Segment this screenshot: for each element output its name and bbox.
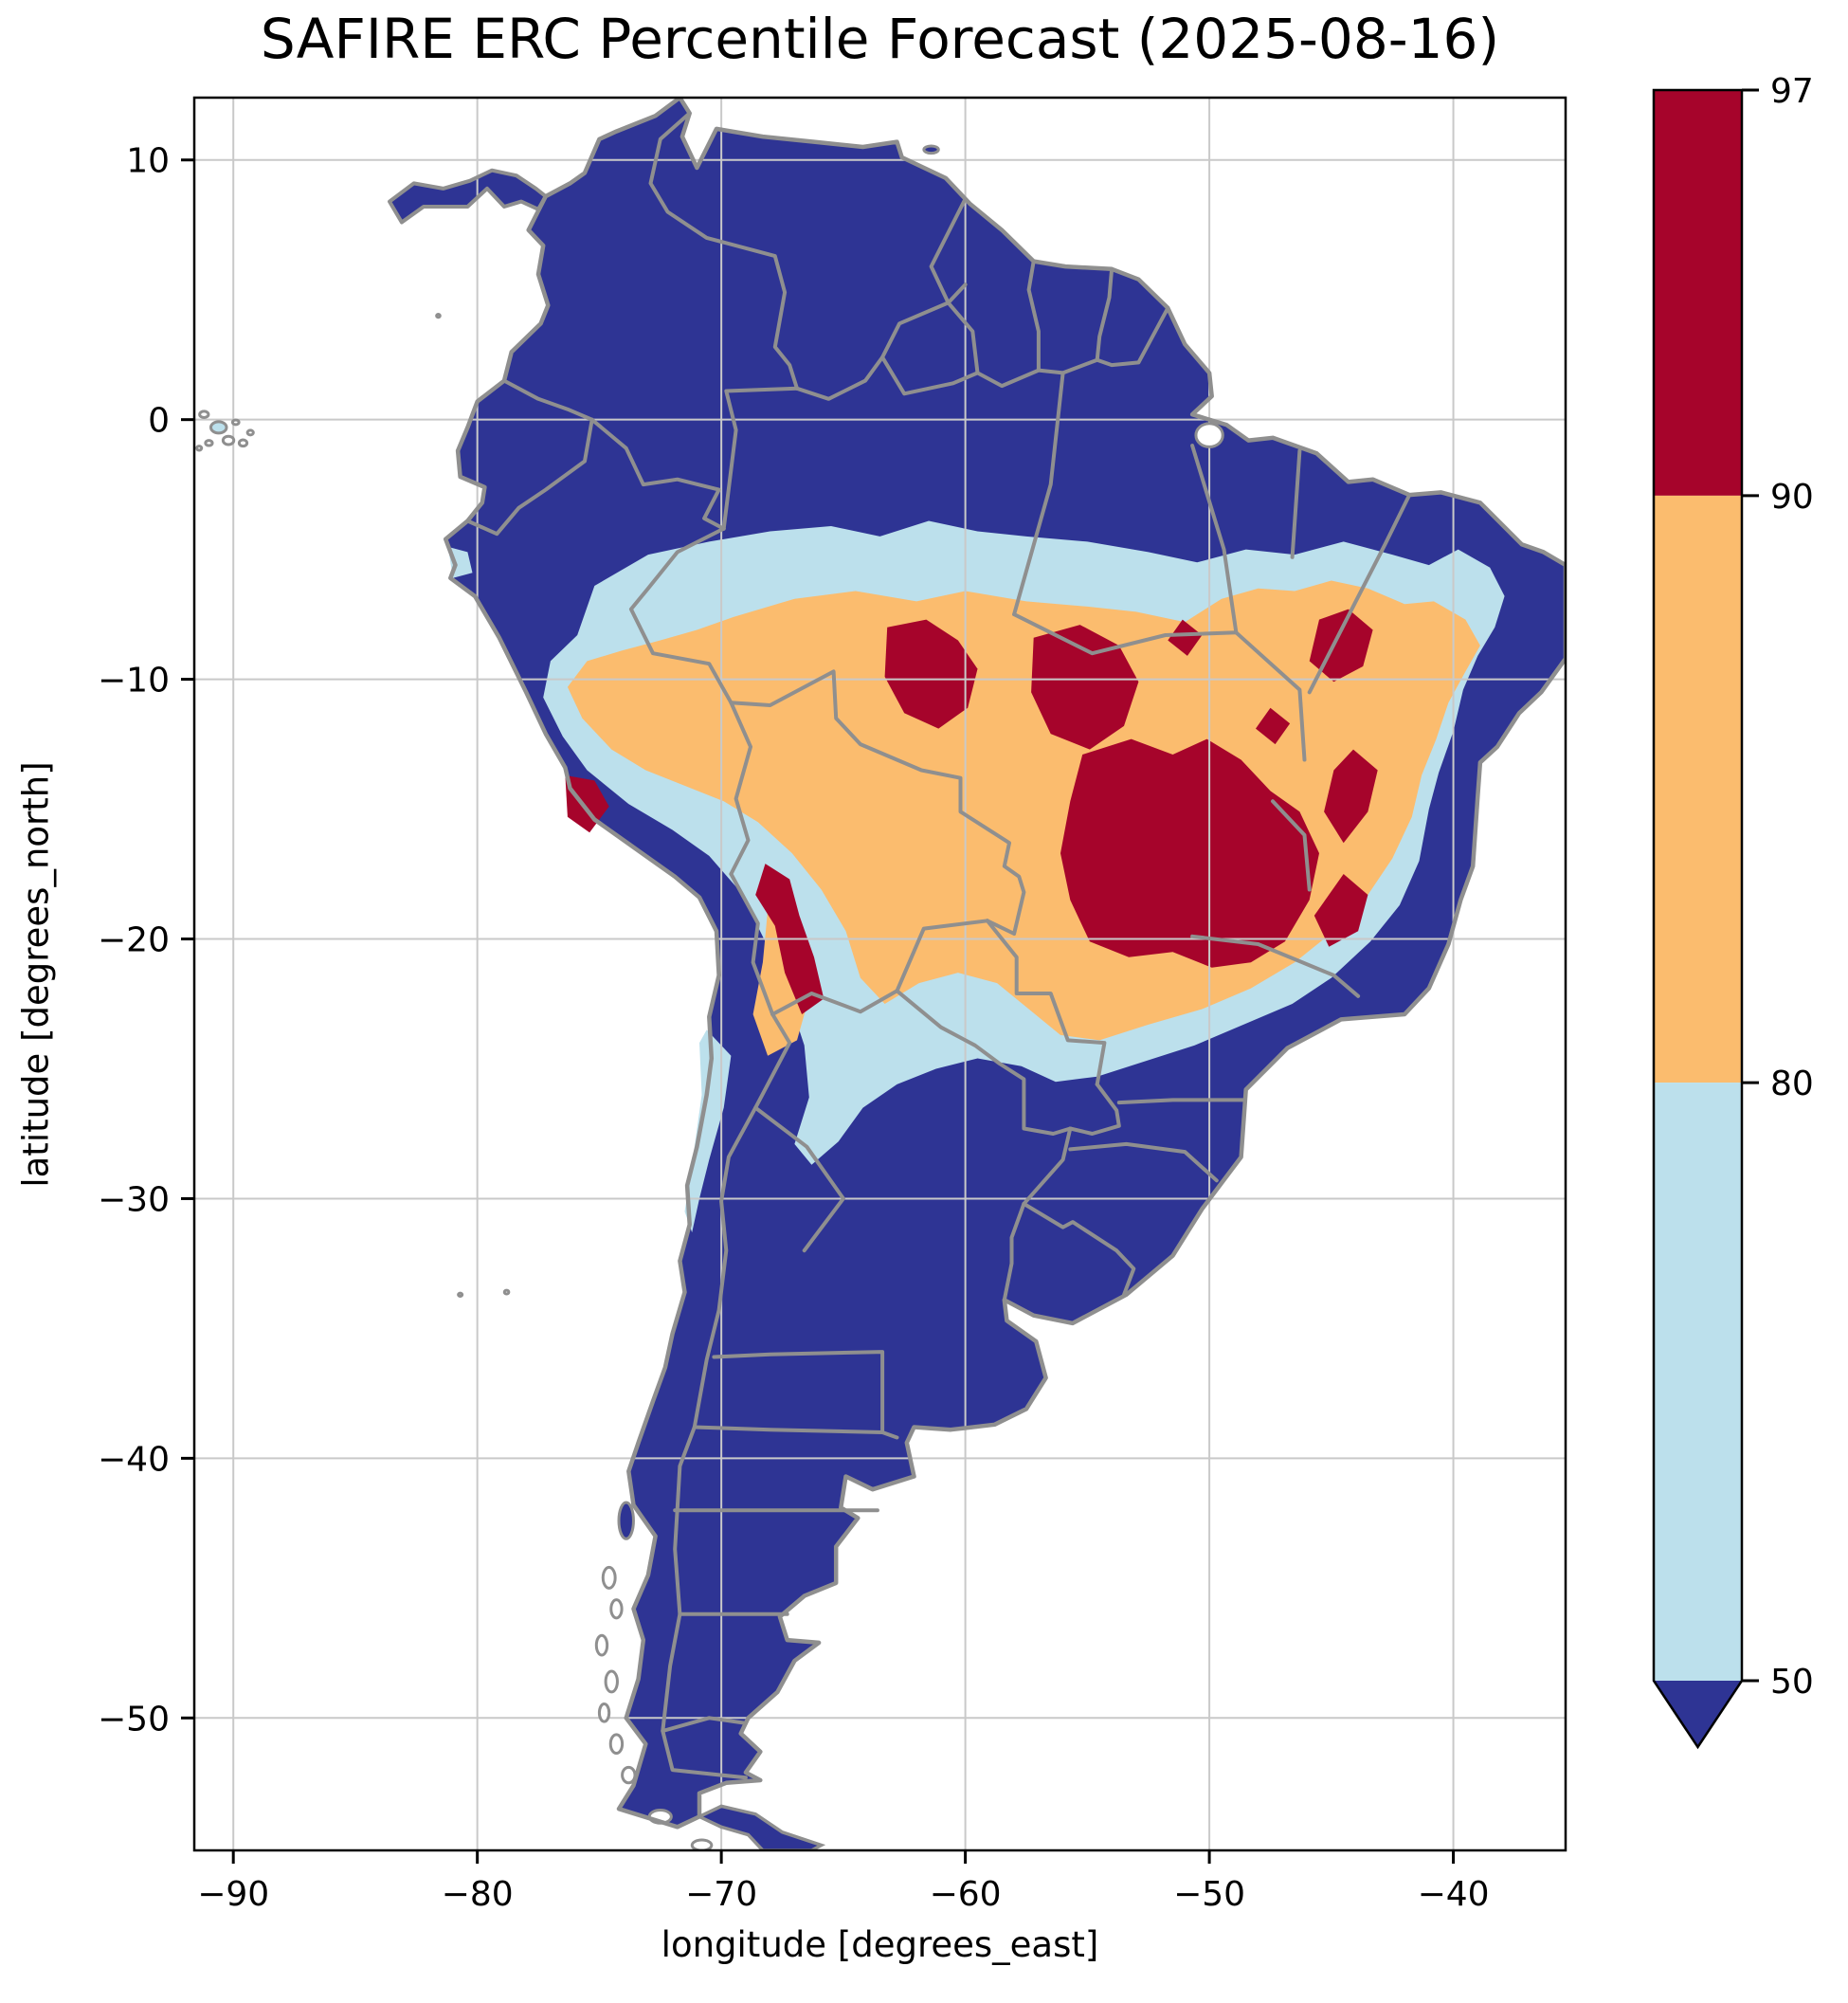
island	[690, 1838, 714, 1850]
percentile-region-p90_97	[1031, 625, 1139, 750]
x-axis-label: longitude [degrees_east]	[661, 1924, 1099, 1965]
colorbar-tick-label: 90	[1770, 478, 1814, 517]
island	[502, 1288, 511, 1296]
colorbar-tick-label: 97	[1770, 72, 1814, 111]
admin-border	[465, 417, 594, 537]
y-tick-label: −20	[98, 921, 170, 960]
y-tick-label: −50	[98, 1700, 170, 1739]
island	[601, 1565, 617, 1590]
colorbar-tick-label: 50	[1770, 1663, 1814, 1702]
island	[230, 418, 241, 427]
island	[237, 438, 249, 448]
coastline	[443, 98, 1566, 1830]
x-tick-label: −90	[197, 1875, 269, 1914]
admin-border	[1190, 934, 1361, 998]
admin-border	[692, 1425, 899, 1440]
x-tick-label: −50	[1173, 1875, 1245, 1914]
island	[204, 439, 214, 447]
percentile-region-p90_97	[1168, 619, 1203, 656]
y-axis-label: latitude [degrees_north]	[15, 761, 57, 1188]
island	[198, 410, 210, 419]
island	[594, 1633, 609, 1657]
island	[245, 428, 255, 437]
y-tick-label: −30	[98, 1180, 170, 1219]
admin-border	[721, 386, 799, 531]
admin-border	[628, 526, 734, 705]
colorbar-segment	[1654, 90, 1742, 496]
island	[597, 1703, 611, 1723]
x-tick-label: −70	[685, 1875, 757, 1914]
admin-border	[1116, 1098, 1246, 1105]
admin-border	[770, 989, 899, 1016]
admin-border	[1307, 493, 1412, 695]
y-tick-label: −10	[98, 662, 170, 701]
admin-border	[729, 872, 775, 1016]
colorbar-segment	[1654, 1083, 1742, 1681]
admin-border	[880, 355, 980, 396]
admin-border	[1068, 1082, 1121, 1136]
admin-border	[1234, 630, 1307, 762]
x-tick-label: −60	[930, 1875, 1002, 1914]
admin-border	[895, 989, 1073, 1136]
panama-coastline	[388, 168, 548, 225]
island	[922, 144, 940, 155]
island	[608, 1733, 625, 1756]
island	[609, 1598, 624, 1620]
admin-border	[648, 111, 799, 391]
island	[195, 445, 204, 452]
island	[221, 434, 236, 446]
percentile-region-p90_97	[565, 774, 609, 833]
percentile-region-p90_97	[1324, 749, 1378, 844]
admin-border	[589, 417, 726, 531]
tierra-del-fuego	[695, 1804, 826, 1850]
admin-border	[1271, 799, 1312, 892]
admin-border	[1026, 259, 1041, 373]
colorbar-extend-arrow	[1654, 1681, 1742, 1747]
colorbar-segment	[1654, 495, 1742, 1083]
island	[1194, 422, 1224, 448]
admin-border	[1002, 1201, 1026, 1302]
admin-border	[1022, 1201, 1136, 1297]
admin-border	[1022, 1126, 1073, 1206]
admin-border	[1068, 1141, 1219, 1183]
island	[617, 1501, 635, 1540]
x-tick-label: −40	[1418, 1875, 1490, 1914]
percentile-region-p90_97	[1256, 707, 1291, 745]
island	[435, 312, 442, 319]
admin-border	[1012, 371, 1065, 617]
chart-title: SAFIRE ERC Percentile Forecast (2025-08-…	[260, 7, 1500, 71]
map-layer	[194, 98, 1566, 1850]
admin-border	[502, 378, 594, 422]
admin-border	[661, 1716, 748, 1733]
admin-border	[729, 669, 1026, 936]
admin-border	[1190, 444, 1239, 635]
island	[209, 420, 228, 435]
admin-border	[729, 701, 752, 876]
y-tick-label: −40	[98, 1440, 170, 1479]
panama-fill	[390, 170, 546, 223]
admin-border	[753, 1105, 845, 1253]
x-tick-label: −80	[442, 1875, 514, 1914]
colorbar-outline	[1652, 88, 1744, 1750]
admin-border	[1095, 266, 1114, 362]
y-tick-label: 10	[126, 142, 170, 181]
y-tick-label: 0	[148, 402, 170, 441]
island	[457, 1291, 464, 1298]
admin-border	[712, 1350, 885, 1434]
admin-border	[946, 300, 1170, 389]
island	[604, 1669, 619, 1694]
admin-border	[985, 919, 1107, 1086]
admin-border	[1290, 448, 1302, 559]
colorbar-tick-label: 80	[1770, 1065, 1814, 1103]
percentile-region-p90_97	[1314, 874, 1368, 947]
admin-border	[929, 196, 968, 305]
percentile-region-p90_97	[1060, 738, 1319, 968]
admin-border	[895, 919, 989, 993]
percentile-region-p50_80	[684, 1029, 732, 1233]
admin-border	[1012, 612, 1239, 656]
percentile-region-p90_97	[884, 619, 978, 729]
axes-spine	[192, 96, 1567, 1852]
